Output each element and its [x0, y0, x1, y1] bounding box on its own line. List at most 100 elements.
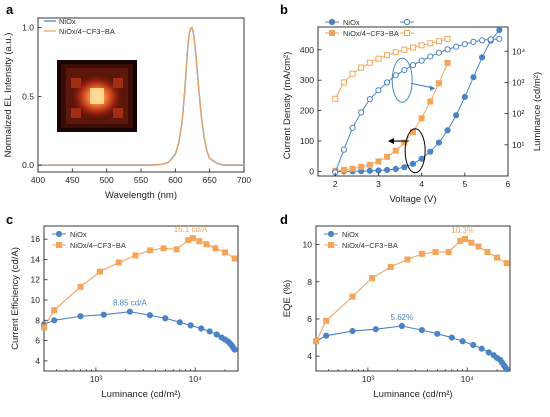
- series-c-cf3-point: [212, 245, 219, 252]
- series-c-cf3-point: [115, 259, 122, 266]
- panel-a-legend: NiOx NiOx/4−CF3−BA: [44, 17, 115, 36]
- series-d-cf3-point: [468, 239, 475, 246]
- series-c-cf3-point: [41, 324, 47, 331]
- series-c-nio-point: [187, 322, 194, 329]
- series-b-nio-lum-line: [334, 38, 500, 173]
- series-c-cf3-point: [132, 252, 139, 259]
- panel-b-ytick-label: 0: [309, 166, 314, 176]
- series-b-cf3-jv-point: [392, 147, 399, 154]
- legend-b-cf3: NiOx/4−CF3−BA: [343, 29, 399, 38]
- series-c-nio-point: [213, 331, 220, 338]
- panel-a-xtick-label: 500: [100, 175, 114, 185]
- panel-c-ytick-label: 12: [31, 275, 41, 285]
- series-c-nio-point: [162, 315, 169, 322]
- panel-d-ytick-label: 4: [307, 351, 312, 361]
- legend-b-nio: NiOx: [343, 18, 360, 27]
- series-b-cf3-jv-point: [418, 115, 425, 122]
- panel-c-legend-nio-marker: [55, 230, 63, 238]
- series-b-nio-jv-point: [392, 165, 399, 173]
- panel-a-ytick-label: 0.5: [22, 91, 34, 101]
- panel-d-ytick-label: 8: [307, 277, 312, 287]
- series-a-cf3-line: [38, 26, 244, 166]
- legend-b-nio-lum-marker: [403, 18, 411, 26]
- series-c-cf3-point: [146, 247, 153, 254]
- series-b-nio-jv-point: [375, 167, 382, 174]
- panel-b-xtick-label: 2: [333, 179, 338, 189]
- series-d-cf3-point: [461, 236, 468, 243]
- series-c-nio-point: [176, 319, 183, 326]
- panel-c-ytick-label: 14: [31, 254, 41, 264]
- series-b-cf3-jv-point: [375, 158, 382, 165]
- panel-a-xtick-label: 450: [65, 175, 79, 185]
- panel-b-y2tick-label: 10¹: [512, 140, 524, 150]
- panel-d-legend-nio-marker: [327, 230, 335, 238]
- series-d-nio-point: [398, 322, 405, 330]
- series-c-nio-line: [43, 311, 236, 351]
- panel-b-ticks: 2 3 4 5 6 0 100 200 300 400 10¹ 10² 10³ 10⁴: [300, 45, 526, 189]
- panel-b-frame: [317, 26, 509, 177]
- legend-d-nio: NiOx: [342, 230, 359, 239]
- series-b-nio-lum-point: [478, 37, 486, 44]
- series-c-cf3-point: [185, 237, 192, 244]
- callout-ellipse-luminance: [391, 57, 413, 103]
- series-b-cf3-lum-point: [435, 38, 442, 45]
- panel-b-ylabel: Current Density (mA/cm²): [282, 52, 293, 160]
- panel-a-xtick-label: 650: [203, 175, 217, 185]
- annotation-c-cf3-peak: 16.1 cd/A: [174, 225, 208, 234]
- panel-a-ylabel: Normalized EL Intensity (a.u.): [3, 33, 14, 158]
- callout-arrow-right: [410, 82, 433, 89]
- series-d-cf3-point: [494, 254, 501, 261]
- series-b-nio-jv-point: [478, 54, 486, 61]
- panel-d-ytick-label: 10: [303, 240, 313, 250]
- series-b-nio-lum-point: [401, 66, 408, 74]
- series-c-cf3-point: [203, 241, 210, 248]
- panel-d-ticks: 10³ 10⁴ 4 6 8 10: [303, 240, 498, 384]
- series-d-cf3-point: [432, 249, 439, 256]
- panel-b-xtick-label: 4: [419, 179, 424, 189]
- panel-c-xlabel: Luminance (cd/m²): [101, 389, 180, 400]
- panel-a: a 400 450 500 550 600 650 700 0.0 0.5 1.0 Wavelen…: [3, 2, 251, 201]
- series-b-cf3-lum-point: [401, 46, 408, 53]
- series-d-cf3-point: [503, 260, 510, 267]
- series-b-cf3-jv-point: [366, 161, 373, 168]
- series-b-nio-lum-point: [470, 38, 477, 45]
- series-c-nio-point: [51, 317, 58, 324]
- panel-c-ytick-label: 6: [35, 336, 40, 346]
- device-photo: [57, 60, 137, 132]
- panel-b-ytick-label: 300: [300, 75, 314, 85]
- series-b-nio-lum-point: [366, 96, 373, 103]
- series-b-nio-lum-point: [496, 35, 503, 42]
- series-c-cf3-point: [51, 307, 58, 314]
- series-b-cf3-lum-point: [332, 95, 339, 102]
- panel-b-ytick-label: 200: [300, 106, 314, 116]
- panel-c-legend: NiOx NiOx/4−CF3−BA: [52, 230, 126, 250]
- series-b-cf3-jv-point: [340, 166, 347, 173]
- series-c-nio-point: [146, 312, 154, 319]
- panel-d-xlabel: Luminance (cd/m²): [373, 389, 452, 400]
- series-d-cf3-point: [369, 275, 376, 282]
- panel-a-xtick-label: 400: [31, 175, 45, 185]
- series-b-cf3-lum-point: [375, 55, 382, 62]
- series-b-nio-jv-point: [496, 26, 503, 34]
- series-d-nio-point: [372, 326, 379, 333]
- series-c-nio-point: [231, 346, 238, 353]
- panel-d-plot: [312, 225, 511, 373]
- series-b-nio-lum-point: [392, 72, 399, 79]
- series-d-cf3-point: [323, 317, 330, 324]
- panel-label-d: d: [280, 212, 288, 227]
- series-b-nio-lum-point: [453, 43, 460, 50]
- series-b-cf3-lum-point: [444, 35, 451, 42]
- series-c-cf3-point: [160, 245, 167, 252]
- annotation-d-nio-peak: 5.62%: [391, 313, 414, 322]
- panel-d-frame: [315, 225, 511, 372]
- legend-d-cf3: NiOx/4−CF3−BA: [342, 241, 398, 250]
- series-d-nio-point: [323, 332, 330, 339]
- series-b-cf3-jv-point: [444, 59, 451, 66]
- series-c-nio-point: [198, 325, 205, 332]
- series-c-cf3-line: [43, 237, 235, 328]
- series-b-nio-lum-point: [461, 40, 468, 48]
- panel-b-plot: [317, 26, 509, 177]
- legend-c-nio: NiOx: [70, 230, 87, 239]
- panel-b-y2tick-label: 10³: [512, 77, 524, 87]
